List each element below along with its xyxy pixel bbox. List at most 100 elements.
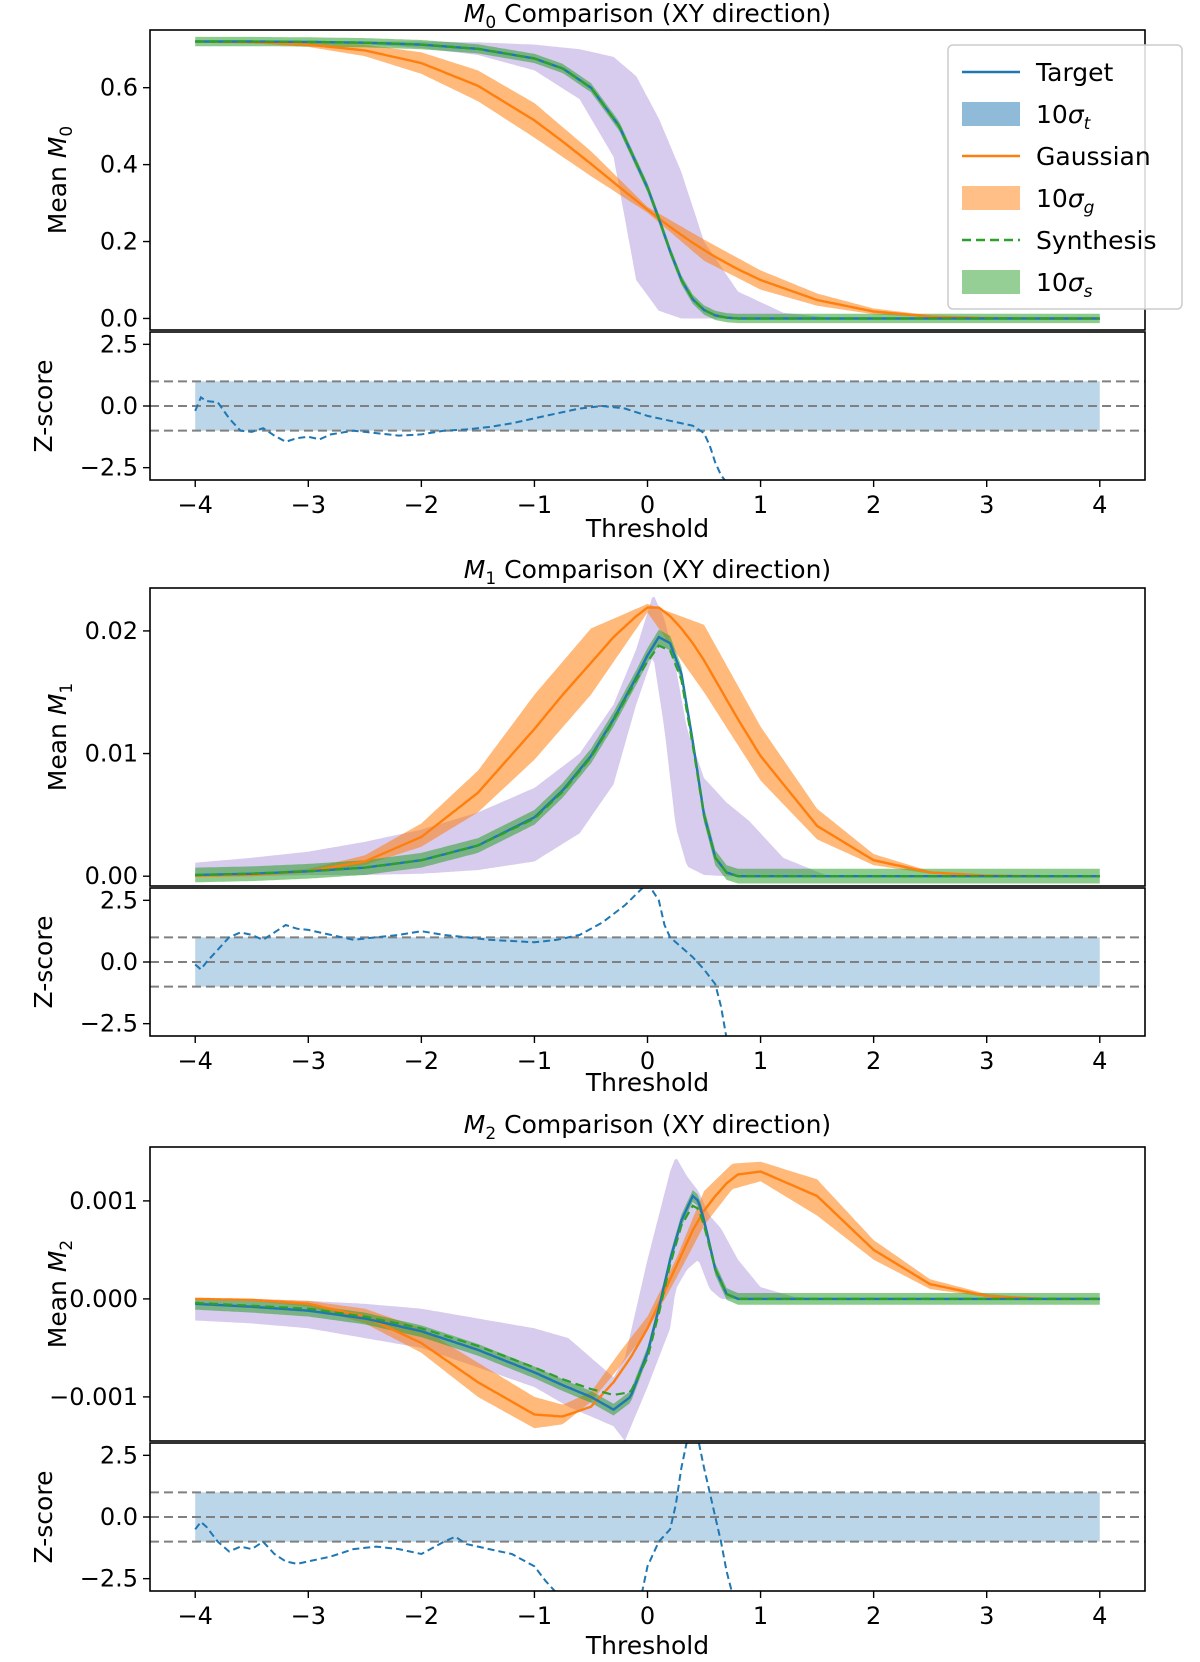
plot-area: [195, 596, 1100, 884]
legend-label-text: 10: [1036, 100, 1068, 129]
y-tick-label: 0.00: [85, 862, 138, 890]
x-tick-label: 2: [866, 491, 881, 519]
synthesis-sigma-band: [195, 1190, 1100, 1416]
x-axis-label: Threshold: [585, 1068, 709, 1097]
plot-area: [195, 36, 1100, 324]
x-tick-label: 1: [753, 1047, 768, 1075]
legend-swatch: [962, 270, 1020, 294]
legend-label: 10σs: [1036, 268, 1093, 302]
x-tick-label: 0: [640, 1047, 655, 1075]
y-axis-label: Z-score: [29, 360, 58, 453]
panel-z1: −2.5 0.0 2.5 −4 −3 −2 −1 0 1 2 3 4 Threshold Z-score: [29, 886, 1146, 1097]
title-text: Comparison (XY direction): [496, 555, 831, 584]
chart-title: M2 Comparison (XY direction): [464, 1110, 831, 1144]
legend-item: Target: [962, 58, 1114, 87]
panel-m0: 0.00.20.40.6M0 Comparison (XY direction)…: [43, 0, 1183, 332]
ylabel-text: Mean: [43, 1272, 72, 1348]
synthesis-line: [195, 644, 1100, 878]
x-tick-label: −2: [404, 1602, 439, 1630]
title-subscript: 1: [485, 569, 496, 589]
chart-title: M1 Comparison (XY direction): [464, 555, 831, 589]
title-subscript: 2: [485, 1124, 496, 1144]
y-axis-label: Mean M2: [43, 1240, 77, 1348]
y-tick-label: −2.5: [80, 1565, 138, 1593]
legend-label-subscript: g: [1084, 198, 1095, 218]
legend-label: 10σt: [1036, 100, 1092, 134]
plot-area: [150, 1443, 1145, 1591]
x-tick-label: 1: [753, 491, 768, 519]
y-tick-label: 2.5: [100, 1441, 138, 1469]
x-tick-label: −1: [517, 1602, 552, 1630]
legend-label: Synthesis: [1036, 226, 1157, 255]
x-tick-label: −1: [517, 1047, 552, 1075]
legend-label-sigma: σ: [1068, 184, 1085, 213]
legend-label-sigma: σ: [1068, 268, 1085, 297]
legend-swatch: [962, 102, 1020, 126]
title-subscript: 0: [485, 13, 496, 33]
legend-label-text: 10: [1036, 184, 1068, 213]
legend-item: 10σt: [962, 100, 1092, 134]
legend-item: Synthesis: [962, 226, 1157, 255]
y-tick-label: 0.0: [100, 948, 138, 976]
x-tick-label: 3: [979, 1047, 994, 1075]
x-axis-label: Threshold: [585, 1631, 709, 1660]
axes-frame: [149, 1146, 1146, 1442]
x-tick-label: 1: [753, 1602, 768, 1630]
zscore-line: [194, 888, 728, 1036]
title-symbol: M: [464, 1110, 486, 1139]
x-tick-label: 0: [640, 1602, 655, 1630]
y-tick-label: 0.001: [69, 1187, 138, 1215]
y-tick-label: 0.000: [69, 1285, 138, 1313]
plot-area: [150, 380, 1145, 480]
y-tick-label: 0.01: [85, 740, 138, 768]
ylabel-text: Mean: [43, 158, 72, 234]
synthesis-line: [195, 40, 1100, 320]
zscore-line: [194, 395, 726, 480]
ylabel-symbol: M: [43, 694, 72, 716]
x-tick-label: −1: [517, 491, 552, 519]
y-tick-label: 0.2: [100, 228, 138, 256]
y-axis-label: Mean M0: [43, 126, 77, 234]
legend-label-text: 10: [1036, 268, 1068, 297]
legend-label-subscript: s: [1084, 282, 1093, 302]
y-tick-label: 2.5: [100, 330, 138, 358]
y-tick-label: 0.0: [100, 392, 138, 420]
x-tick-label: −2: [404, 491, 439, 519]
legend-label-sigma: σ: [1068, 100, 1085, 129]
x-tick-label: −4: [178, 1047, 213, 1075]
x-tick-label: −4: [178, 1602, 213, 1630]
gaussian-line: [195, 1170, 1100, 1418]
legend-swatch: [962, 186, 1020, 210]
y-tick-label: 0.02: [85, 617, 138, 645]
y-tick-label: −2.5: [80, 1010, 138, 1038]
y-axis-label: Mean M1: [43, 683, 77, 791]
y-tick-label: 2.5: [100, 886, 138, 914]
zscore-line: [641, 1443, 733, 1591]
y-tick-label: −2.5: [80, 454, 138, 482]
title-symbol: M: [464, 555, 486, 584]
x-tick-label: 4: [1092, 491, 1107, 519]
target-line: [195, 635, 1100, 878]
ylabel-text: Mean: [43, 715, 72, 791]
panel-z0: −2.5 0.0 2.5 −4 −3 −2 −1 0 1 2 3 4 Threshold Z-score: [29, 330, 1146, 543]
title-text: Comparison (XY direction): [496, 1110, 831, 1139]
ylabel-subscript: 2: [57, 1240, 77, 1251]
x-tick-label: −3: [291, 1047, 326, 1075]
spread-band: [195, 1158, 829, 1441]
x-tick-label: −3: [291, 491, 326, 519]
y-tick-label: 0.0: [100, 1503, 138, 1531]
y-axis-label: Z-score: [29, 1471, 58, 1564]
gaussian-line: [195, 40, 1100, 320]
legend-label: Target: [1035, 58, 1114, 87]
legend-item: Gaussian: [962, 142, 1151, 171]
x-tick-label: 3: [979, 491, 994, 519]
y-tick-label: 0.6: [100, 74, 138, 102]
plot-area: [195, 1158, 1100, 1441]
legend-item: 10σg: [962, 184, 1095, 218]
x-tick-label: 4: [1092, 1602, 1107, 1630]
y-tick-label: −0.001: [49, 1383, 138, 1411]
